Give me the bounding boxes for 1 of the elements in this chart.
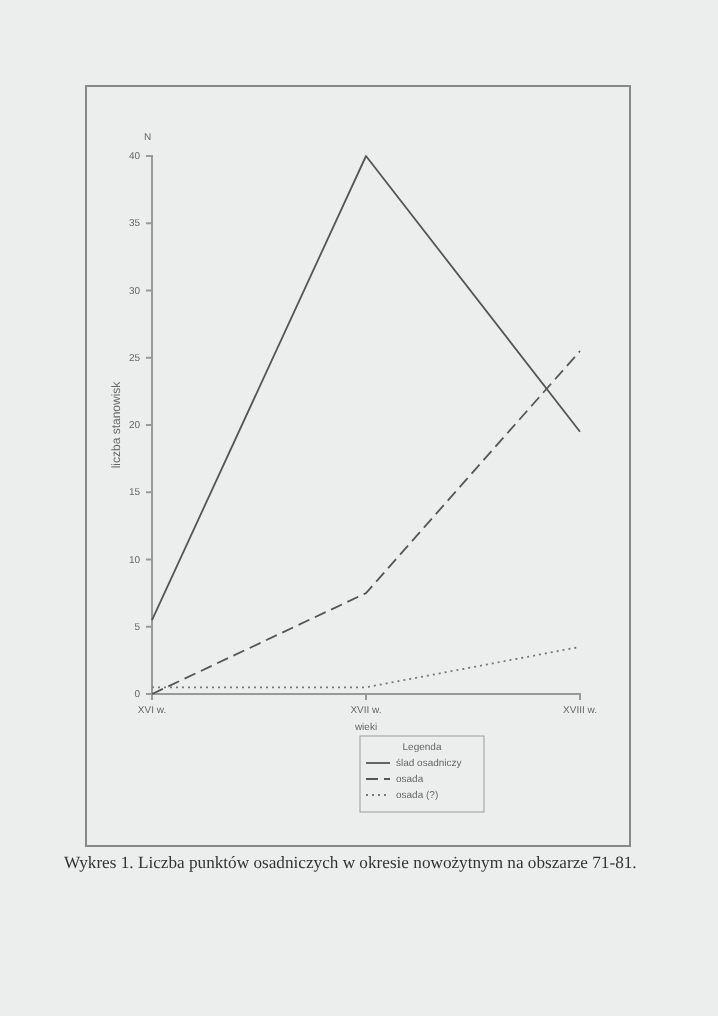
text: Wykres 1. Liczba punktów osadniczych w okresie nowożytnym na obszarze 71-81. <box>64 852 637 872</box>
